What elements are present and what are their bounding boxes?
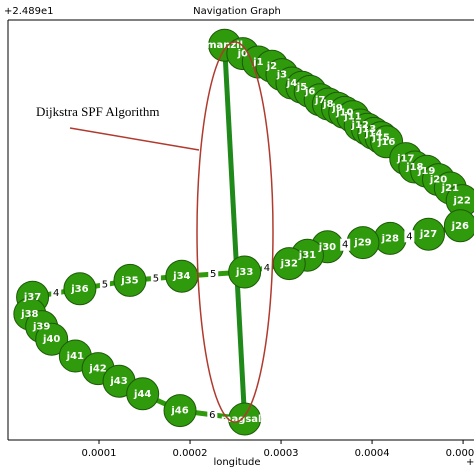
node-label: j10 [335,107,353,118]
shortest-path-edge [222,45,248,420]
node-label: j18 [405,162,423,173]
node-label: j34 [172,271,190,282]
node [443,209,474,243]
node-label: j36 [70,284,88,295]
node-label: j27 [419,229,437,240]
node-label: j40 [42,334,60,345]
node-label: j42 [88,364,106,375]
node-label: j17 [396,154,414,165]
node-label: j11 [343,112,361,123]
node-label: j12 [351,120,369,131]
node-label: j30 [318,242,336,253]
node [63,272,97,306]
x-tick-label: 0.0001 [82,448,117,459]
node-label: j39 [32,322,50,333]
node-label: j8 [322,99,333,110]
node-label: j38 [20,309,38,320]
edge-weight: 4 [53,288,59,299]
node-label: j6 [304,86,315,97]
x-offset-label: + [466,457,474,468]
node-label: j43 [109,376,127,387]
edge-weight: 5 [153,273,159,284]
node-label: j16 [377,137,395,148]
x-tick-label: 0.0002 [173,448,208,459]
node-label: j15 [371,133,389,144]
edge-weight: 4 [264,263,270,274]
node-label: j20 [429,175,447,186]
x-tick-label: 0.0003 [264,448,299,459]
x-tick-label: 0.0005 [446,448,474,459]
edge-label-bg [51,287,62,299]
x-tick-label: 0.0004 [355,448,390,459]
node-label: j22 [452,196,470,207]
edge-weight: 5 [102,280,108,291]
node-label: magsala [221,414,268,425]
edge-label-bg [207,408,218,421]
node-label: j26 [451,221,469,232]
node-label: j5 [296,82,307,93]
node-label: j4 [286,78,297,89]
edge-weight: 4 [406,231,412,242]
edge-weight: 6 [209,410,215,421]
node-label: j13 [358,124,376,135]
node-label: j41 [66,351,84,362]
node-label: j14 [364,128,382,139]
node [228,255,262,289]
edge-label-bg [340,238,351,251]
node-label: j32 [280,259,298,270]
node-label: j3 [276,70,287,81]
node-label: j9 [331,103,342,114]
node-label: j0 [237,49,248,60]
node [35,322,69,356]
node-label: j19 [417,166,435,177]
node-label: j31 [298,250,316,261]
edge-label-bg [208,268,219,281]
node-label: j46 [170,406,188,417]
node-label: j33 [235,267,253,278]
node [126,377,160,411]
node-label: j35 [120,275,138,286]
path-highlight-ellipse [196,41,274,423]
y-offset-label: +2.489e1 [4,6,54,17]
edge-weight: 4 [342,240,348,251]
edge-label-bg [99,278,110,291]
edge-label-bg [150,272,161,285]
node-label: j2 [266,61,277,72]
node-label: j7 [314,95,325,106]
edge-weight: 5 [210,269,216,280]
node-label: manzil [206,40,243,51]
node-label: j28 [381,233,399,244]
node-label: j44 [133,389,151,400]
node-label: j29 [353,238,371,249]
edge-label-bg [404,230,415,243]
x-axis-label: longitude [213,457,260,468]
chart-title: Navigation Graph [193,6,281,17]
node-label: j21 [441,183,459,194]
annotation: Dijkstra SPF Algorithm [36,104,160,119]
node-label: j37 [23,292,41,303]
node [163,394,197,428]
edge-label-bg [261,261,272,274]
annotation-pointer [69,127,200,151]
node-label: j1 [252,57,263,68]
node [113,263,147,297]
